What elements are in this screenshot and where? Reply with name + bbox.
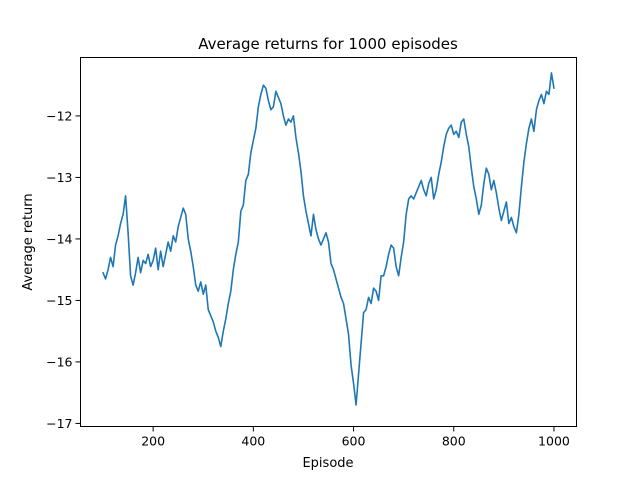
- x-tick-label: 800: [442, 434, 466, 449]
- series-layer: [102, 72, 555, 406]
- chart-title: Average returns for 1000 episodes: [198, 35, 458, 53]
- y-axis-label: Average return: [21, 193, 36, 290]
- y-tick-label: −14: [46, 231, 72, 246]
- x-tick-label: 600: [342, 434, 366, 449]
- plot-frame: [80, 57, 577, 427]
- x-tick-label: 400: [241, 434, 265, 449]
- y-tick-label: −15: [46, 293, 72, 308]
- series-line: [102, 72, 555, 406]
- y-tick-label: −17: [46, 416, 72, 431]
- x-tick-label: 1000: [538, 434, 570, 449]
- y-axis: −17 −16 −15 −14 −13 −12: [46, 108, 81, 431]
- y-tick-label: −13: [46, 170, 72, 185]
- x-axis-label: Episode: [302, 456, 353, 471]
- x-tick-label: 200: [141, 434, 165, 449]
- y-tick-label: −16: [46, 354, 72, 369]
- y-tick-label: −12: [46, 108, 72, 123]
- x-axis: 200 400 600 800 1000: [141, 426, 570, 449]
